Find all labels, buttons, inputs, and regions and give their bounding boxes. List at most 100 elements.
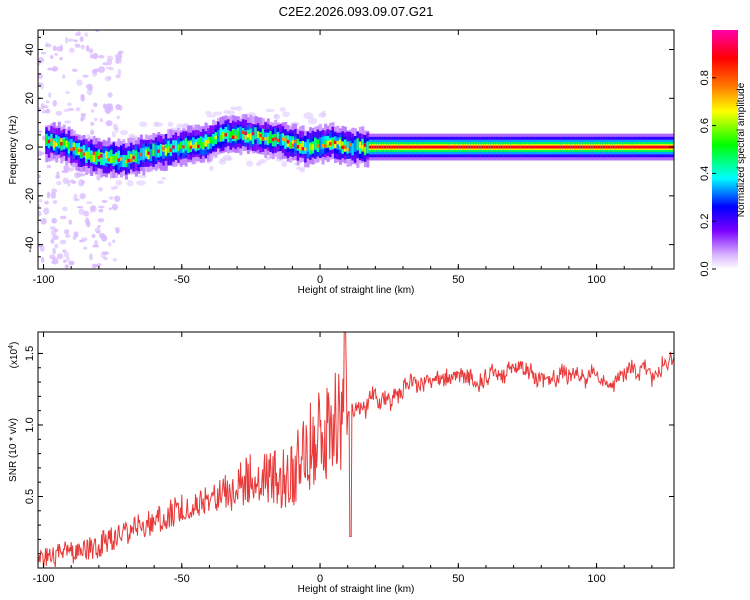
spectrogram-ridge-cell	[528, 145, 532, 149]
spectrogram-ridge-cell	[62, 139, 66, 146]
spectrogram-ridge-cell	[122, 154, 126, 168]
spectrogram-ridge-cell	[582, 145, 586, 149]
spectrogram-ridge-cell	[431, 145, 435, 149]
spectrogram-ridge-cell	[373, 145, 377, 149]
spectrogram-noise-cell	[67, 38, 75, 42]
spectrogram-ridge-cell	[560, 145, 564, 149]
spectrogram-ridge-cell	[483, 145, 487, 149]
spectrogram-ridge-cell	[251, 131, 255, 144]
spectrogram-ridge-cell	[592, 145, 596, 149]
spectrogram-ridge-cell	[324, 144, 328, 148]
spectrogram-ridge-cell	[652, 145, 656, 149]
spectrogram-ridge-cell	[159, 144, 163, 157]
spectrogram-ridge-cell	[284, 137, 288, 142]
spectrogram-ridge-cell	[107, 151, 111, 164]
spectrogram-ridge-cell	[485, 145, 489, 149]
spectrogram-y-label: Frequency (Hz)	[8, 116, 19, 185]
colorbar-tick-label: 0.2	[699, 214, 711, 229]
spectrogram-ridge-cell	[607, 145, 611, 149]
spectrogram-ridge-cell	[117, 158, 121, 162]
spectrogram-noise-cell	[71, 180, 77, 184]
spectrogram-ridge-cell	[577, 145, 581, 149]
spectrogram-ridge-cell	[266, 136, 270, 144]
spectrogram-ridge-cell	[635, 145, 639, 149]
spectrogram-ridge-cell	[580, 145, 584, 149]
spectrogram-ridge-cell	[187, 140, 191, 148]
spectrogram-noise-cell	[64, 120, 72, 124]
spectrogram-noise-cell	[73, 231, 79, 238]
spectrogram-ridge-cell	[353, 139, 357, 152]
spectrogram-noise-cell	[105, 107, 112, 115]
spectrogram-noise-cell	[59, 239, 67, 245]
y-tick-label: -20	[24, 188, 36, 204]
spectrogram-ridge-cell	[231, 130, 235, 137]
spectrogram-ridge-cell	[77, 148, 81, 153]
spectrogram-ridge-cell	[314, 137, 318, 150]
x-tick-label: 100	[587, 274, 605, 286]
spectrogram-noise-cell	[126, 180, 134, 187]
spectrogram-ridge-cell	[234, 135, 238, 139]
spectrogram-noise-cell	[77, 31, 81, 36]
spectrogram-noise-cell	[50, 229, 57, 236]
spectrogram-ridge-cell	[189, 141, 193, 149]
spectrogram-ridge-cell	[162, 146, 166, 159]
spectrogram-image	[38, 30, 674, 269]
spectrogram-ridge-cell	[478, 145, 482, 149]
spectrogram-ridge-cell	[224, 133, 228, 137]
spectrogram-ridge-cell	[403, 145, 407, 149]
spectrogram-noise-cell	[40, 51, 47, 55]
spectrogram-ridge-cell	[57, 139, 61, 146]
spectrogram-ridge-cell	[75, 147, 79, 154]
spectrogram-ridge-cell	[523, 145, 527, 149]
spectrogram-noise-cell	[98, 208, 104, 213]
spectrogram-noise-cell	[139, 121, 148, 127]
spectrogram-ridge-cell	[341, 145, 345, 150]
y-tick-label: 40	[24, 43, 36, 55]
spectrogram-ridge-cell	[557, 145, 561, 149]
spectrogram-noise-cell	[86, 220, 91, 228]
spectrogram-ridge-cell	[343, 145, 347, 149]
spectrogram-noise-cell	[54, 243, 59, 249]
spectrogram-ridge-cell	[254, 127, 258, 140]
spectrogram-ridge-cell	[192, 144, 196, 149]
spectrogram-ridge-cell	[513, 145, 517, 149]
spectrogram-noise-cell	[43, 207, 50, 215]
spectrogram-noise-cell	[218, 159, 227, 165]
spectrogram-ridge-cell	[388, 145, 392, 149]
spectrogram-ridge-cell	[470, 145, 474, 149]
spectrogram-ridge-cell	[378, 145, 382, 149]
spectrogram-ridge-cell	[294, 137, 298, 150]
spectrogram-noise-cell	[114, 54, 120, 58]
spectrogram-ridge-cell	[655, 145, 659, 149]
spectrogram-ridge-cell	[620, 145, 624, 149]
spectrogram-ridge-cell	[281, 137, 285, 141]
spectrogram-ridge-cell	[595, 145, 599, 149]
spectrogram-ridge-cell	[445, 145, 449, 149]
spectrogram-ridge-cell	[667, 145, 671, 149]
spectrogram-noise-cell	[112, 123, 118, 131]
spectrogram-noise-cell	[154, 122, 164, 127]
x-tick-label: -100	[33, 573, 55, 585]
spectrogram-ridge-cell	[299, 143, 303, 151]
spectrogram-ridge-cell	[112, 155, 116, 163]
spectrogram-ridge-cell	[662, 145, 666, 149]
spectrogram-ridge-cell	[645, 145, 649, 149]
spectrogram-noise-cell	[104, 75, 111, 82]
spectrogram-ridge-cell	[440, 145, 444, 149]
spectrogram-ridge-cell	[361, 145, 365, 149]
spectrogram-noise-cell	[63, 251, 69, 258]
spectrogram-ridge-cell	[52, 141, 56, 148]
spectrogram-ridge-cell	[341, 141, 345, 149]
y-tick-label: 20	[24, 92, 36, 104]
spectrogram-ridge-cell	[316, 139, 320, 147]
spectrogram-ridge-cell	[107, 158, 111, 162]
spectrogram-ridge-cell	[110, 149, 114, 162]
spectrogram-ridge-cell	[585, 145, 589, 149]
spectrogram-noise-cell	[66, 256, 70, 263]
spectrogram-ridge-cell	[363, 143, 367, 147]
spectrogram-ridge-cell	[421, 145, 425, 149]
spectrogram-ridge-cell	[348, 143, 352, 147]
spectrogram-ridge-cell	[346, 147, 350, 152]
spectrogram-noise-cell	[91, 233, 96, 239]
spectrogram-ridge-cell	[336, 140, 340, 145]
